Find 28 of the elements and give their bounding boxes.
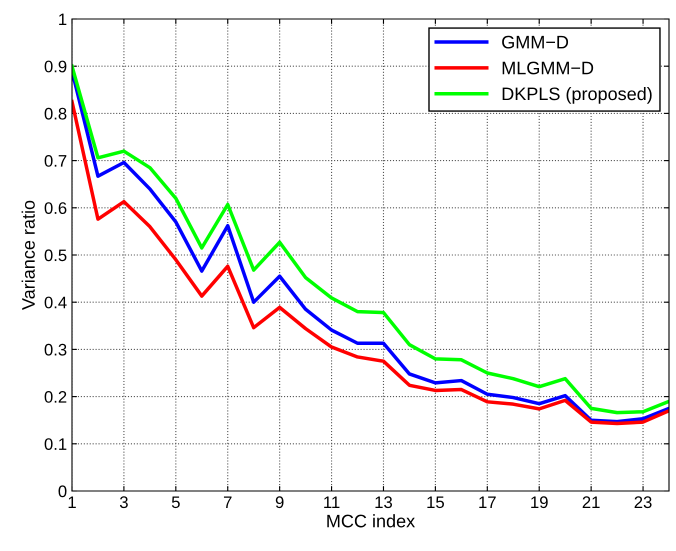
x-tick-label: 13 bbox=[375, 496, 392, 508]
y-tick-label: 0.7 bbox=[44, 155, 66, 167]
x-axis-title: MCC index bbox=[327, 514, 415, 528]
y-tick-label: 0.3 bbox=[44, 344, 66, 356]
y-tick-label: 1 bbox=[59, 14, 66, 26]
y-tick-label: 0.5 bbox=[44, 249, 66, 262]
x-tick-label: 15 bbox=[427, 496, 444, 508]
x-tick-label: 3 bbox=[120, 496, 128, 508]
x-tick-label: 1 bbox=[68, 496, 76, 508]
x-tick-label: 21 bbox=[582, 496, 600, 508]
x-tick-label: 7 bbox=[224, 496, 232, 508]
y-tick-label: 0.1 bbox=[44, 438, 66, 450]
legend-label: MLGMM−D bbox=[502, 62, 594, 74]
x-tick-label: 17 bbox=[479, 496, 496, 508]
x-tick-label: 19 bbox=[531, 496, 548, 508]
y-tick-label: 0 bbox=[58, 485, 66, 498]
legend-label: DKPLS (proposed) bbox=[502, 86, 652, 104]
y-axis-title: Variance ratio bbox=[22, 200, 35, 310]
y-tick-label: 0.9 bbox=[44, 60, 66, 72]
legend-label: GMM−D bbox=[502, 36, 568, 49]
y-tick-label: 0.2 bbox=[44, 391, 66, 403]
x-tick-label: 5 bbox=[172, 496, 180, 508]
y-tick-label: 0.4 bbox=[44, 296, 67, 308]
y-tick-label: 0.6 bbox=[44, 202, 66, 214]
x-tick-label: 9 bbox=[276, 496, 284, 508]
x-tick-label: 11 bbox=[324, 496, 340, 508]
x-tick-label: 23 bbox=[634, 496, 652, 508]
y-tick-label: 0.8 bbox=[44, 108, 66, 120]
